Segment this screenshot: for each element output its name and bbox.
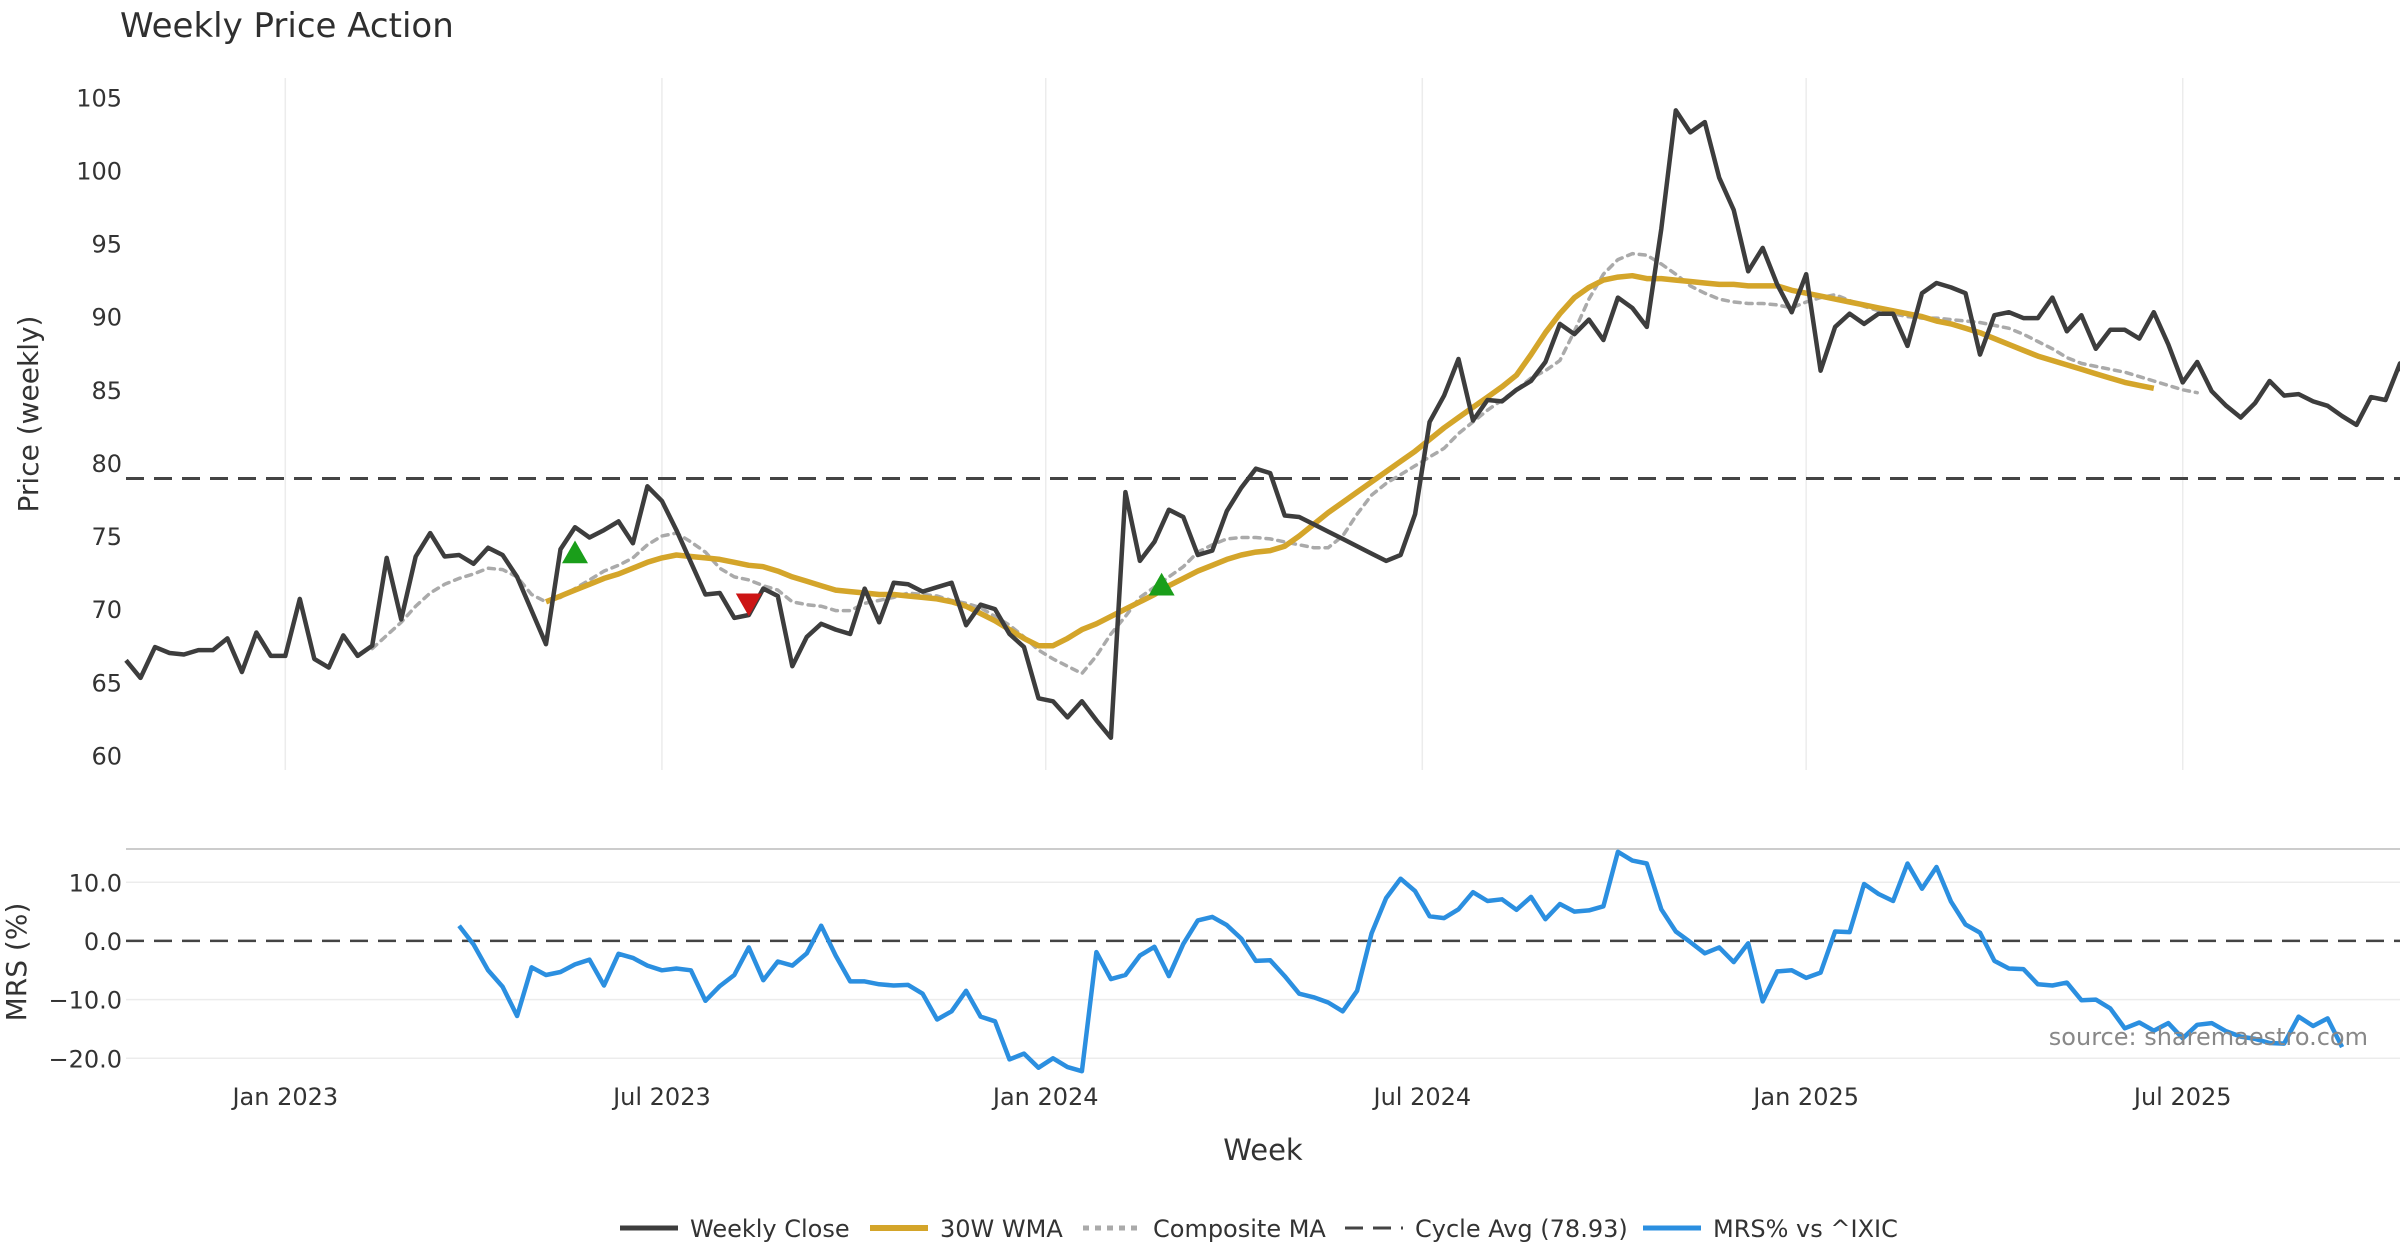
mrs-ytick-3: −20.0 bbox=[48, 1045, 122, 1073]
legend-label-wma: 30W WMA bbox=[940, 1215, 1063, 1243]
x-tick-4: Jan 2025 bbox=[1751, 1083, 1859, 1111]
price-ytick-100: 100 bbox=[76, 157, 122, 185]
price-ytick-105: 105 bbox=[76, 84, 122, 112]
x-tick-5: Jul 2025 bbox=[2132, 1083, 2232, 1111]
mrs-ytick-2: −10.0 bbox=[48, 987, 122, 1015]
legend-label-close: Weekly Close bbox=[690, 1215, 850, 1243]
series-weekly-close bbox=[124, 108, 2400, 741]
source-note: source: sharemaestro.com bbox=[2049, 1023, 2368, 1051]
mrs-ytick-1: 0.0 bbox=[84, 928, 122, 956]
price-ytick-85: 85 bbox=[91, 377, 122, 405]
price-ytick-95: 95 bbox=[91, 231, 122, 259]
price-ytick-65: 65 bbox=[91, 669, 122, 697]
price-ytick-80: 80 bbox=[91, 450, 122, 478]
x-tick-1: Jul 2023 bbox=[611, 1083, 711, 1111]
marker-sell-1 bbox=[735, 593, 762, 617]
x-axis-label: Week bbox=[1223, 1133, 1303, 1167]
marker-buy-2 bbox=[1148, 572, 1175, 596]
series-30w-wma bbox=[544, 272, 2155, 649]
mrs-ylabel: MRS (%) bbox=[0, 903, 33, 1022]
chart-title: Weekly Price Action bbox=[120, 6, 454, 46]
price-ytick-90: 90 bbox=[91, 304, 122, 332]
price-ytick-70: 70 bbox=[91, 596, 122, 624]
legend-label-composite: Composite MA bbox=[1153, 1215, 1326, 1243]
mrs-ytick-0: 10.0 bbox=[69, 869, 122, 897]
x-tick-2: Jan 2024 bbox=[991, 1083, 1099, 1111]
price-ytick-60: 60 bbox=[91, 742, 122, 770]
legend-label-mrs: MRS% vs ^IXIC bbox=[1713, 1215, 1898, 1243]
price-ylabel: Price (weekly) bbox=[12, 316, 45, 513]
x-tick-3: Jul 2024 bbox=[1371, 1083, 1471, 1111]
x-tick-0: Jan 2023 bbox=[230, 1083, 338, 1111]
price-ytick-75: 75 bbox=[91, 523, 122, 551]
series-mrs bbox=[457, 849, 2345, 1074]
marker-buy-0 bbox=[562, 540, 589, 564]
legend-label-cycle: Cycle Avg (78.93) bbox=[1415, 1215, 1628, 1243]
